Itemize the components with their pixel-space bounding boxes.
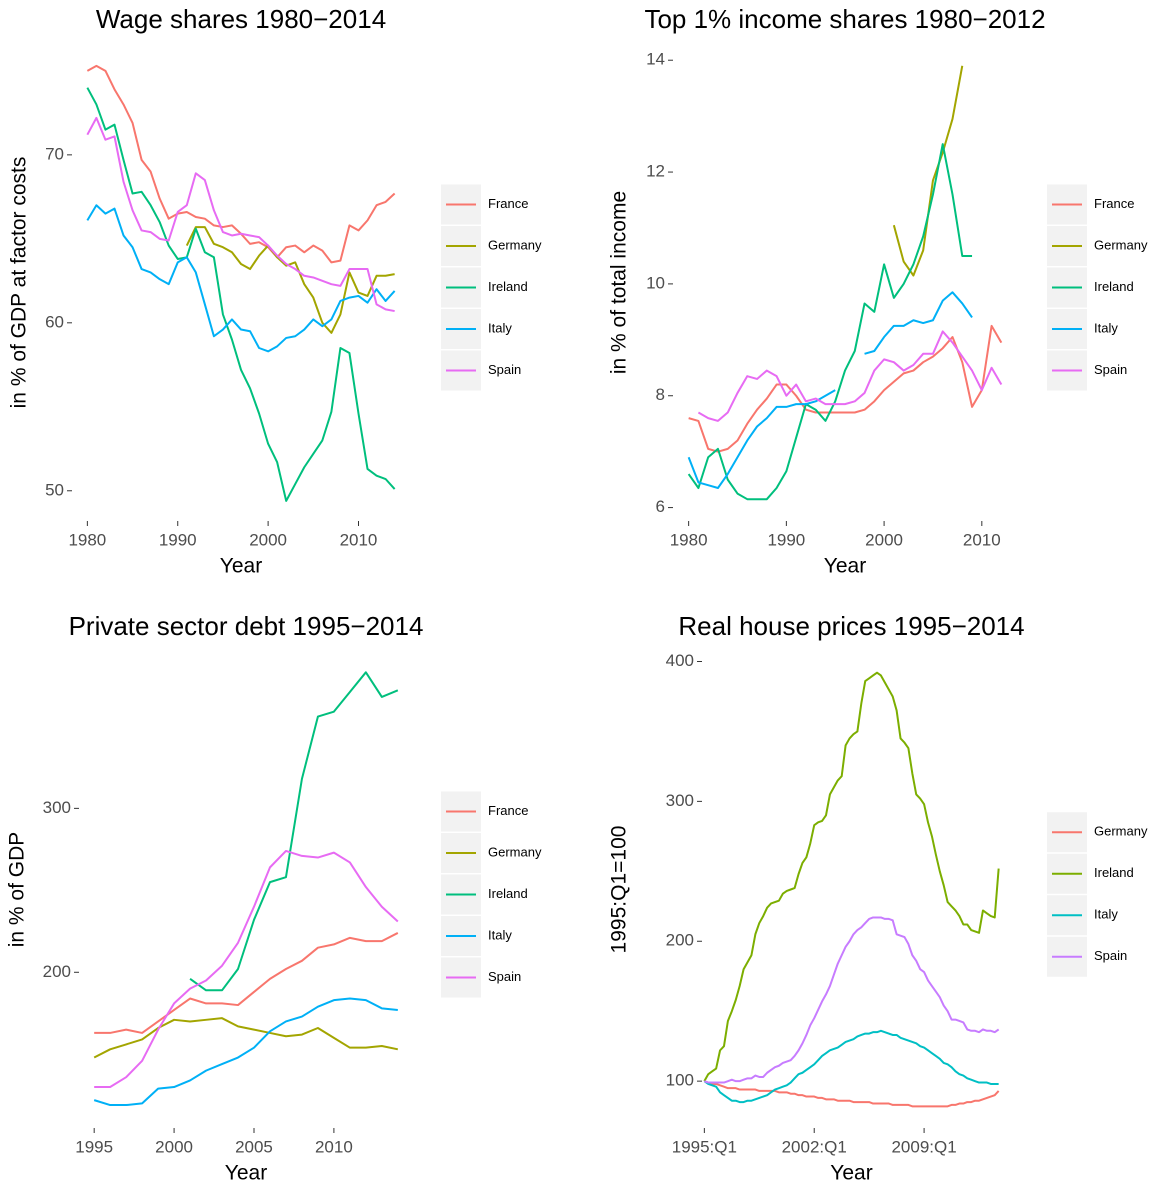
x-axis-title: Year (824, 555, 866, 578)
x-axis-title: Year (220, 555, 262, 578)
x-tick-label: 1980 (670, 530, 708, 549)
legend-label: Germany (488, 844, 542, 859)
x-tick-label: 1995 (75, 1137, 113, 1156)
chart-title: Private sector debt 1995−2014 (69, 611, 424, 641)
series-line (697, 330, 1003, 422)
series-line (704, 916, 1000, 1084)
legend-label: France (1094, 196, 1134, 211)
series-line (86, 87, 396, 502)
legend-label: Italy (488, 927, 512, 942)
series-line (703, 1029, 999, 1104)
y-tick-label: 8 (656, 385, 665, 404)
legend-label: Spain (488, 362, 521, 377)
series-line (704, 1080, 1000, 1108)
x-tick-label: 1995:Q1 (672, 1137, 737, 1156)
x-tick-label: 2000 (865, 530, 903, 549)
legend-label: Italy (1094, 320, 1118, 335)
series-line (94, 932, 399, 1034)
y-tick-label: 100 (666, 1071, 694, 1090)
x-tick-label: 2010 (315, 1137, 353, 1156)
y-tick-label: 12 (646, 162, 665, 181)
legend-label: Ireland (488, 279, 528, 294)
chart-title: Wage shares 1980−2014 (96, 4, 386, 34)
x-tick-label: 2000 (249, 530, 287, 549)
y-tick-label: 10 (646, 273, 665, 292)
x-axis-title: Year (830, 1162, 872, 1185)
y-axis-title: in % of GDP (6, 832, 29, 948)
y-tick-label: 14 (646, 50, 665, 69)
legend-label: Ireland (488, 886, 528, 901)
series-line (687, 291, 973, 490)
y-tick-label: 200 (666, 931, 694, 950)
y-tick-label: 50 (45, 480, 64, 499)
series-line (687, 143, 973, 501)
legend-label: Italy (1094, 907, 1118, 922)
series-line (892, 65, 964, 277)
series-line (93, 1017, 399, 1059)
x-tick-label: 2005 (235, 1137, 273, 1156)
series-line (185, 226, 395, 334)
legend-label: Germany (1094, 237, 1148, 252)
y-axis-title: in % of total income (608, 191, 631, 374)
x-tick-label: 2000 (155, 1137, 193, 1156)
x-tick-label: 1990 (767, 530, 805, 549)
chart-title: Top 1% income shares 1980−2012 (644, 4, 1045, 34)
series-line (688, 324, 1003, 453)
y-tick-label: 6 (656, 497, 665, 516)
legend-label: Germany (1094, 824, 1148, 839)
legend-label: Germany (488, 237, 542, 252)
x-tick-label: 1980 (68, 530, 106, 549)
y-axis-title: 1995:Q1=100 (608, 826, 631, 954)
y-tick-label: 200 (43, 962, 71, 981)
x-tick-label: 1990 (159, 530, 197, 549)
x-tick-label: 2002:Q1 (782, 1137, 847, 1156)
x-tick-label: 2009:Q1 (891, 1137, 956, 1156)
x-tick-label: 2010 (340, 530, 378, 549)
series-line (703, 671, 1000, 1082)
legend-label: Spain (1094, 948, 1127, 963)
y-tick-label: 60 (45, 312, 64, 331)
series-line (189, 671, 399, 992)
x-axis-title: Year (225, 1162, 267, 1185)
y-tick-label: 300 (43, 798, 71, 817)
series-line (86, 204, 396, 353)
legend-label: Spain (1094, 362, 1127, 377)
series-line (86, 116, 395, 313)
y-tick-label: 400 (666, 651, 694, 670)
legend-label: Italy (488, 320, 512, 335)
series-line (94, 849, 399, 1089)
legend-label: Spain (488, 969, 521, 984)
y-tick-label: 300 (666, 791, 694, 810)
legend-label: Ireland (1094, 279, 1134, 294)
x-tick-label: 2010 (963, 530, 1001, 549)
legend-label: France (488, 803, 528, 818)
legend-label: Ireland (1094, 865, 1134, 880)
y-tick-label: 70 (45, 144, 64, 163)
chart-title: Real house prices 1995−2014 (678, 611, 1024, 641)
legend-label: France (488, 196, 528, 211)
y-axis-title: in % of GDP at factor costs (8, 157, 31, 409)
series-line (93, 997, 398, 1107)
